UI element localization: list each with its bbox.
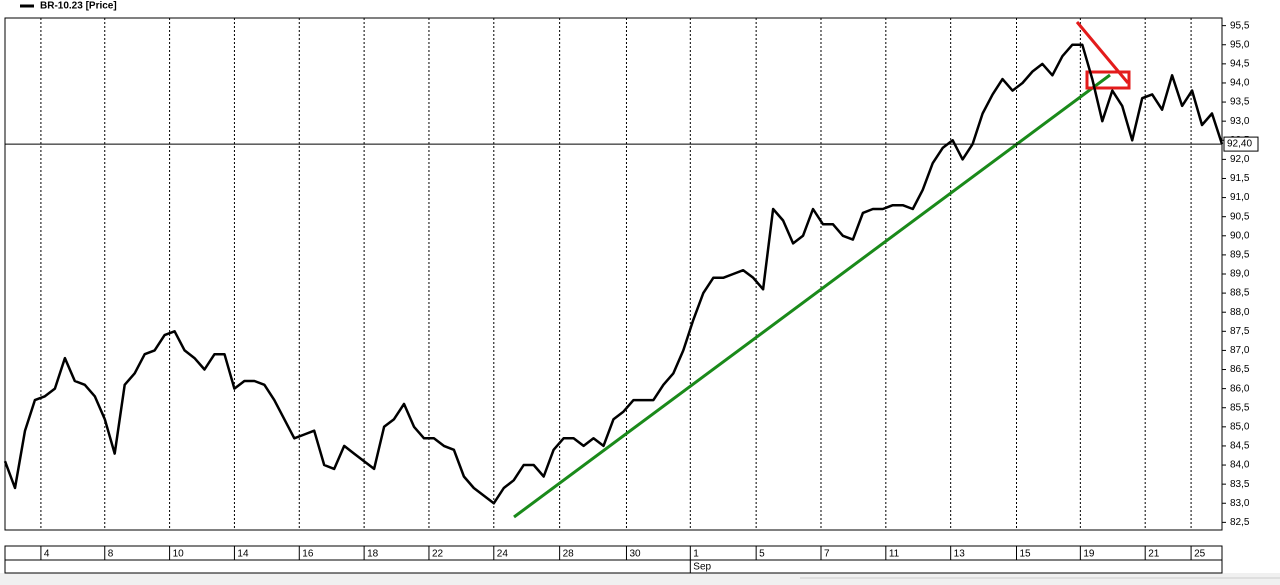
x-tick-label: 5	[759, 549, 765, 560]
x-tick-label: 22	[432, 549, 444, 560]
x-tick-label: 7	[824, 549, 830, 560]
y-tick-label: 88,0	[1230, 307, 1250, 318]
x-tick-label: 25	[1194, 549, 1206, 560]
last-price-label: 92,40	[1227, 139, 1252, 150]
y-tick-label: 92,0	[1230, 154, 1250, 165]
x-tick-label: 4	[44, 549, 50, 560]
y-tick-label: 83,5	[1230, 479, 1250, 490]
y-tick-label: 85,5	[1230, 402, 1250, 413]
trend-line	[513, 73, 1111, 519]
x-tick-label: 11	[889, 549, 900, 560]
x-tick-label: 15	[1020, 549, 1032, 560]
y-tick-label: 83,0	[1230, 498, 1250, 509]
y-tick-label: 85,0	[1230, 421, 1250, 432]
y-tick-label: 88,5	[1230, 288, 1250, 299]
y-tick-label: 89,5	[1230, 250, 1250, 261]
y-tick-label: 86,5	[1230, 364, 1250, 375]
highlight-box	[1085, 70, 1131, 90]
y-tick-label: 82,5	[1230, 517, 1250, 528]
x-tick-label: 21	[1148, 549, 1160, 560]
last-price-box	[1223, 136, 1259, 152]
y-tick-label: 90,0	[1230, 230, 1250, 241]
y-tick-label: 95,5	[1230, 20, 1250, 31]
x-tick-label: 13	[954, 549, 966, 560]
y-tick-label: 87,5	[1230, 326, 1250, 337]
y-tick-label: 84,0	[1230, 460, 1250, 471]
x-tick-label: 8	[108, 549, 114, 560]
x-tick-label: 16	[302, 549, 314, 560]
x-tick-label: 19	[1083, 549, 1095, 560]
y-tick-label: 89,0	[1230, 269, 1250, 280]
y-tick-label: 91,0	[1230, 192, 1250, 203]
legend-label: BR-10.23 [Price]	[40, 1, 117, 12]
y-tick-label: 94,0	[1230, 78, 1250, 89]
y-tick-label: 86,0	[1230, 383, 1250, 394]
x-tick-label: 18	[367, 549, 379, 560]
x-tick-label: 14	[237, 549, 249, 560]
y-tick-label: 95,0	[1230, 39, 1250, 50]
x-tick-label: 30	[629, 549, 641, 560]
x-tick-label: 24	[497, 549, 509, 560]
month-label: Sep	[693, 562, 711, 573]
y-tick-label: 93,5	[1230, 97, 1250, 108]
x-tick-label: 28	[563, 549, 575, 560]
plot-frame	[4, 17, 1223, 531]
x-tick-label: 10	[173, 549, 185, 560]
y-tick-label: 90,5	[1230, 211, 1250, 222]
y-tick-label: 94,5	[1230, 58, 1250, 69]
price-line	[3, 43, 1224, 505]
x-tick-label: 1	[693, 549, 699, 560]
y-tick-label: 87,0	[1230, 345, 1250, 356]
y-tick-label: 91,5	[1230, 173, 1250, 184]
footer-background	[0, 573, 1280, 585]
y-tick-label: 84,5	[1230, 441, 1250, 452]
y-tick-label: 93,0	[1230, 116, 1250, 127]
